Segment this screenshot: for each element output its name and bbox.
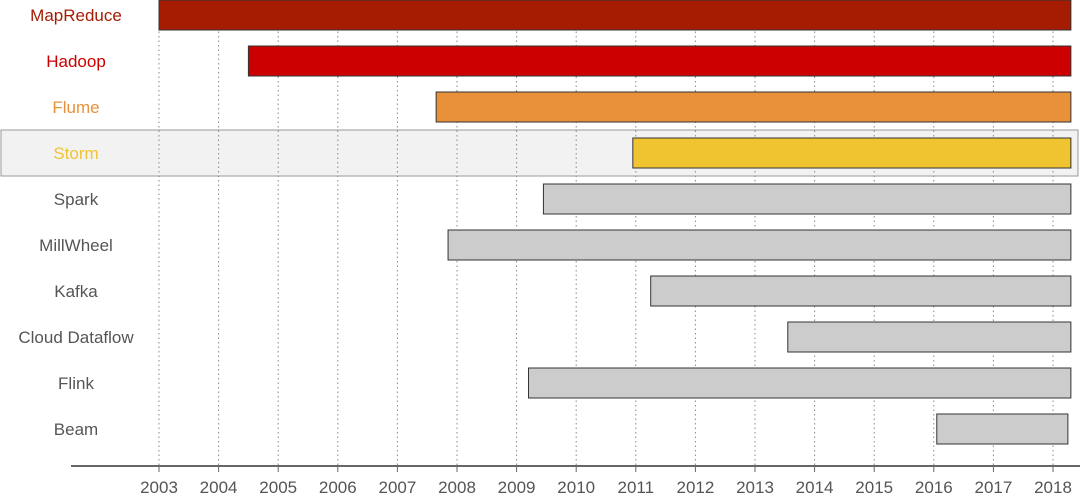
row-label-mapreduce: MapReduce	[30, 6, 122, 25]
x-tick-label-2004: 2004	[200, 478, 238, 497]
x-tick-label-2008: 2008	[438, 478, 476, 497]
x-tick-label-2017: 2017	[974, 478, 1012, 497]
bar-flume	[435, 91, 1072, 123]
bar-storm	[632, 137, 1072, 169]
x-tick-label-2014: 2014	[796, 478, 834, 497]
row-label-kafka: Kafka	[54, 282, 98, 301]
bar-spark	[542, 183, 1072, 215]
row-label-spark: Spark	[54, 190, 99, 209]
row-label-flume: Flume	[52, 98, 99, 117]
row-label-cloud-dataflow: Cloud Dataflow	[18, 328, 134, 347]
bar-kafka	[650, 275, 1072, 307]
x-tick-label-2009: 2009	[498, 478, 536, 497]
x-tick-label-2003: 2003	[140, 478, 178, 497]
bar-cloud-dataflow	[787, 321, 1072, 353]
bar-mapreduce	[158, 0, 1072, 31]
x-tick-label-2016: 2016	[915, 478, 953, 497]
x-tick-label-2012: 2012	[676, 478, 714, 497]
row-label-hadoop: Hadoop	[46, 52, 106, 71]
row-label-millwheel: MillWheel	[39, 236, 113, 255]
bar-flink	[528, 367, 1072, 399]
x-tick-label-2011: 2011	[618, 478, 655, 497]
bar-millwheel	[447, 229, 1072, 261]
x-tick-label-2013: 2013	[736, 478, 774, 497]
bar-beam	[936, 413, 1069, 445]
row-label-storm: Storm	[53, 144, 98, 163]
row-label-beam: Beam	[54, 420, 98, 439]
x-tick-label-2010: 2010	[557, 478, 595, 497]
x-tick-label-2007: 2007	[378, 478, 416, 497]
x-tick-label-2006: 2006	[319, 478, 357, 497]
bar-hadoop	[247, 45, 1072, 77]
x-tick-label-2018: 2018	[1034, 478, 1072, 497]
x-tick-label-2015: 2015	[855, 478, 893, 497]
row-label-flink: Flink	[58, 374, 94, 393]
x-tick-label-2005: 2005	[259, 478, 297, 497]
